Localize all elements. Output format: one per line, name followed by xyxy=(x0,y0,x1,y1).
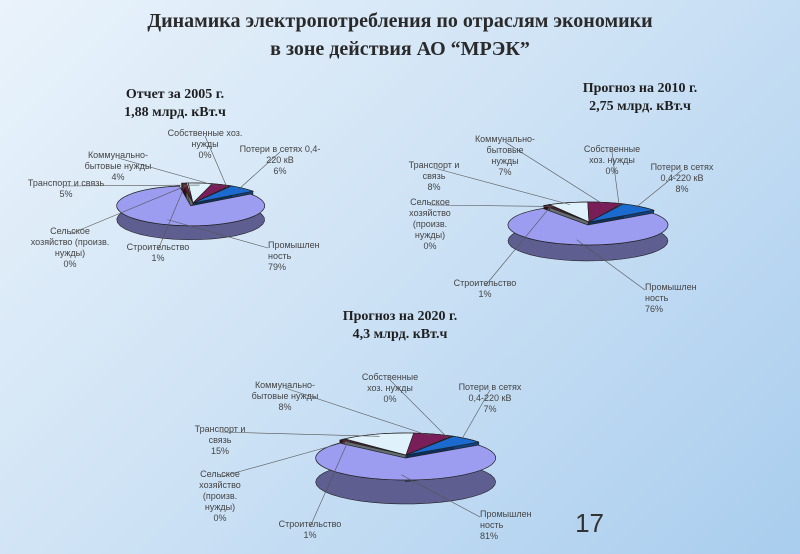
leader-line-transport xyxy=(65,184,200,187)
pie-slice-losses xyxy=(588,203,656,223)
chart-2010-title-line1: Прогноз на 2010 г. xyxy=(582,81,698,96)
slice-label-agriculture: Сельское хозяйство (произв. нужды) 0% xyxy=(409,197,451,251)
slice-label-transport: Транспорт и связь 8% xyxy=(409,160,460,192)
chart-2005-title: Отчет за 2005 г. 1,88 млрд. кВт.ч xyxy=(95,86,255,122)
slice-label-transport: Транспорт и связь 5% xyxy=(28,178,104,199)
slice-label-agriculture: Сельское хозяйство (произв. нужды) 0% xyxy=(199,469,241,523)
slice-label-losses: Потери в сетях 0,4-220 кВ 6% xyxy=(240,144,321,176)
pie-chart-1: Промышлен ность 76% Строительство 1% Сельское… xyxy=(409,134,714,314)
slice-label-own_needs: Собственные хоз. нужды 0% xyxy=(584,144,640,176)
chart-2005-title-line1: Отчет за 2005 г. xyxy=(125,87,225,102)
slice-label-communal: Коммунально-бытовые нужды 8% xyxy=(252,380,319,412)
leader-line-industry xyxy=(576,239,646,291)
page-title-line1: Динамика электропотребления по отраслям … xyxy=(147,10,653,32)
pie-slice-transport xyxy=(344,432,415,456)
leader-line-losses xyxy=(634,169,683,209)
chart-2010-title-line2: 2,75 млрд. кВт.ч xyxy=(589,99,691,114)
slice-label-losses: Потери в сетях 0,4-220 кВ 7% xyxy=(459,382,522,414)
slice-label-construction: Строительство 1% xyxy=(454,278,517,299)
pie-chart-0: Промышлен ность 79% Строительство 1% Сельское… xyxy=(28,128,321,272)
chart-2020-title-line2: 4,3 млрд. кВт.ч xyxy=(352,327,448,342)
page-number: 17 xyxy=(575,508,604,538)
leader-line-agriculture xyxy=(219,440,351,478)
leader-line-agriculture xyxy=(429,204,553,207)
slice-label-communal: Коммунально-бытовые нужды 7% xyxy=(475,134,535,177)
chart-2005-title-line2: 1,88 млрд. кВт.ч xyxy=(124,105,226,120)
leader-line-industry xyxy=(167,219,269,249)
leader-line-losses xyxy=(460,389,491,441)
leader-line-communal xyxy=(284,387,431,437)
pie-chart-2: Промышлен ность 81% Строительство 1% Сельское… xyxy=(195,372,532,541)
leader-line-communal xyxy=(504,141,604,205)
pie-slice-industry xyxy=(116,185,265,227)
pie-slice-industry xyxy=(315,442,496,481)
pie-slice-losses xyxy=(192,185,255,204)
slice-label-own_needs: Собственные хоз. нужды 0% xyxy=(362,372,418,404)
slice-label-transport: Транспорт и связь 15% xyxy=(195,424,246,456)
leader-line-construction xyxy=(309,441,349,528)
leader-line-industry xyxy=(401,474,481,518)
leader-line-own_needs xyxy=(204,135,228,188)
slice-label-industry: Промышлен ность 76% xyxy=(645,282,697,314)
leader-line-own_needs xyxy=(389,379,449,439)
chart-2010-title: Прогноз на 2010 г. 2,75 млрд. кВт.ч xyxy=(560,80,720,116)
leader-line-construction xyxy=(484,206,551,287)
slice-label-communal: Коммунально-бытовые нужды 4% xyxy=(85,150,152,182)
slice-label-industry: Промышлен ность 79% xyxy=(268,240,320,272)
leader-line-transport xyxy=(433,167,571,205)
leader-line-agriculture xyxy=(69,184,189,235)
pie-slice-losses xyxy=(405,435,479,456)
slice-label-construction: Строительство 1% xyxy=(279,519,342,540)
slice-label-own_needs: Собственные хоз. нужды 0% xyxy=(168,128,243,160)
leader-line-communal xyxy=(117,157,219,187)
page-title-line2: в зоне действия АО “МРЭК” xyxy=(270,38,530,60)
slice-label-construction: Строительство 1% xyxy=(127,242,190,263)
slice-label-agriculture: Сельское хозяйство (произв. нужды) 0% xyxy=(31,226,109,269)
leader-line-losses xyxy=(237,151,281,190)
chart-2020-title: Прогноз на 2020 г. 4,3 млрд. кВт.ч xyxy=(320,308,480,344)
leader-line-construction xyxy=(157,185,186,251)
leader-line-own_needs xyxy=(611,151,620,206)
slice-label-losses: Потери в сетях 0,4-220 кВ 8% xyxy=(651,162,714,194)
chart-2020-title-line1: Прогноз на 2020 г. xyxy=(342,309,458,324)
pie-slice-industry xyxy=(507,208,669,246)
slice-label-industry: Промышлен ность 81% xyxy=(480,509,532,541)
leader-line-transport xyxy=(219,431,380,437)
